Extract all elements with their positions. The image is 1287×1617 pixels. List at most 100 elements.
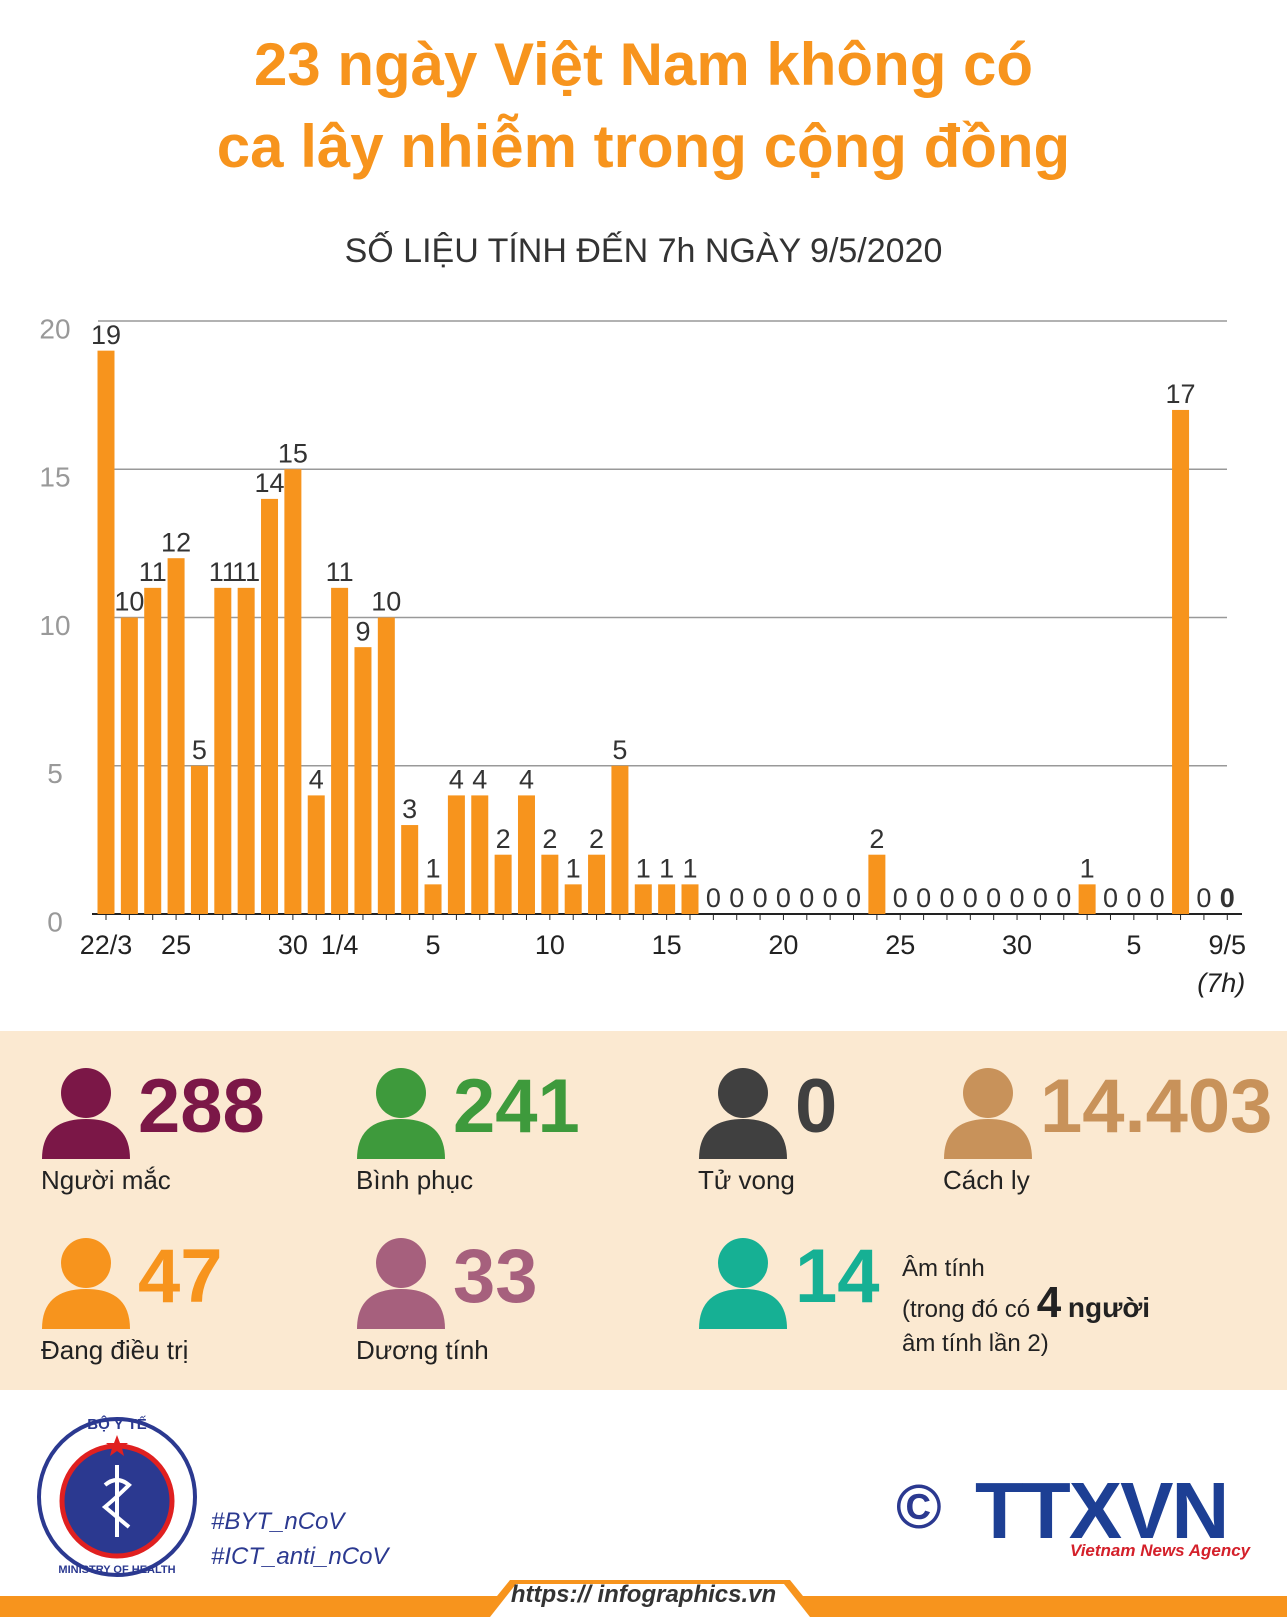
note-count: 4 bbox=[1036, 1278, 1062, 1327]
bar bbox=[447, 795, 465, 914]
bar bbox=[611, 765, 629, 914]
subtitle: SỐ LIỆU TÍNH ĐẾN 7h NGÀY 9/5/2020 bbox=[344, 232, 943, 270]
stat-label: Cách ly bbox=[943, 1165, 1030, 1195]
agency-name: Vietnam News Agency bbox=[1070, 1541, 1251, 1560]
stat-label: Dương tính bbox=[356, 1335, 489, 1365]
value-label: 19 bbox=[91, 320, 121, 350]
value-label: 0 bbox=[823, 883, 838, 913]
stat-label: Đang điều trị bbox=[41, 1335, 189, 1365]
title: ca lây nhiễm trong cộng đồng bbox=[216, 113, 1071, 180]
value-label: 0 bbox=[776, 883, 791, 913]
value-label: 0 bbox=[939, 883, 954, 913]
bar bbox=[167, 558, 185, 914]
value-label: 0 bbox=[1126, 883, 1141, 913]
person-icon bbox=[699, 1238, 787, 1329]
bar bbox=[214, 587, 232, 914]
icon-body bbox=[699, 1119, 787, 1159]
value-label: 2 bbox=[589, 824, 604, 854]
hashtag: #BYT_nCoV bbox=[211, 1508, 345, 1535]
value-label: 15 bbox=[278, 438, 308, 468]
value-label: 1 bbox=[1080, 853, 1095, 883]
stat-value: 14 bbox=[795, 1234, 880, 1319]
ministry-logo: BỘ Y TẾ MINISTRY OF HEALTH bbox=[37, 1415, 197, 1577]
bar bbox=[517, 795, 535, 914]
bar bbox=[658, 884, 676, 914]
value-label: 0 bbox=[846, 883, 861, 913]
value-label: 2 bbox=[869, 824, 884, 854]
annotation: (7h) bbox=[1197, 968, 1245, 998]
value-label: 2 bbox=[496, 824, 511, 854]
bar bbox=[424, 884, 442, 914]
note-text: (trong đó có bbox=[902, 1296, 1031, 1323]
value-label: 2 bbox=[542, 824, 557, 854]
title: 23 ngày Việt Nam không có bbox=[253, 31, 1034, 98]
bar bbox=[97, 350, 115, 914]
value-label: 1 bbox=[426, 853, 441, 883]
value-label: 10 bbox=[371, 587, 401, 617]
icon-body bbox=[944, 1119, 1032, 1159]
icon-head bbox=[718, 1068, 768, 1118]
icon-body bbox=[357, 1289, 445, 1329]
bar bbox=[634, 884, 652, 914]
value-label: 17 bbox=[1166, 379, 1196, 409]
value-label: 0 bbox=[799, 883, 814, 913]
value-label: 9 bbox=[355, 616, 370, 646]
value-label: 0 bbox=[1056, 883, 1071, 913]
value-label: 11 bbox=[209, 557, 237, 587]
copyright: © bbox=[896, 1473, 942, 1542]
bar bbox=[1172, 409, 1190, 914]
value-label: 0 bbox=[916, 883, 931, 913]
bar bbox=[190, 765, 208, 914]
y-tick-label: 15 bbox=[39, 462, 70, 493]
x-tick-label: 1/4 bbox=[321, 930, 359, 960]
bar bbox=[471, 795, 489, 914]
ministry-name: BỘ Y TẾ bbox=[87, 1415, 146, 1433]
x-tick-label: 5 bbox=[426, 930, 441, 960]
person-icon bbox=[42, 1238, 130, 1329]
value-label: 1 bbox=[682, 853, 697, 883]
person-icon bbox=[42, 1068, 130, 1159]
x-tick-label: 15 bbox=[652, 930, 682, 960]
bar bbox=[331, 587, 349, 914]
value-label: 11 bbox=[139, 557, 167, 587]
footer-band bbox=[0, 1580, 1287, 1617]
value-label: 12 bbox=[161, 527, 191, 557]
value-label: 0 bbox=[1033, 883, 1048, 913]
value-label: 1 bbox=[566, 853, 581, 883]
bar bbox=[144, 587, 162, 914]
person-icon bbox=[357, 1238, 445, 1329]
hashtag: #ICT_anti_nCoV bbox=[211, 1543, 389, 1570]
value-label: 4 bbox=[449, 765, 464, 795]
url: https:// infographics.vn bbox=[510, 1581, 777, 1608]
x-tick-label: 5 bbox=[1126, 930, 1141, 960]
bar bbox=[868, 854, 886, 914]
stat-value: 0 bbox=[795, 1064, 838, 1149]
value-label: 10 bbox=[114, 587, 144, 617]
value-label: 0 bbox=[986, 883, 1001, 913]
value-label: 3 bbox=[402, 794, 417, 824]
y-tick-label: 10 bbox=[39, 610, 70, 641]
icon-head bbox=[718, 1238, 768, 1288]
y-tick-label: 20 bbox=[39, 313, 70, 344]
value-label: 0 bbox=[1196, 883, 1211, 913]
value-label: 0 bbox=[706, 883, 721, 913]
ministry-name: MINISTRY OF HEALTH bbox=[58, 1564, 175, 1576]
value-label: 0 bbox=[729, 883, 744, 913]
icon-body bbox=[699, 1289, 787, 1329]
agency-logo: TTXVN bbox=[975, 1466, 1229, 1555]
value-label: 0 bbox=[1150, 883, 1165, 913]
person-icon bbox=[357, 1068, 445, 1159]
x-tick-label: 30 bbox=[1002, 930, 1032, 960]
note-text: người bbox=[1067, 1292, 1151, 1323]
value-label: 11 bbox=[326, 557, 354, 587]
icon-body bbox=[42, 1289, 130, 1329]
bar bbox=[120, 617, 138, 914]
stat-value: 288 bbox=[138, 1064, 265, 1149]
bar bbox=[588, 854, 606, 914]
value-label: 0 bbox=[893, 883, 908, 913]
icon-body bbox=[42, 1119, 130, 1159]
value-label: 4 bbox=[309, 765, 324, 795]
bar bbox=[284, 469, 302, 914]
